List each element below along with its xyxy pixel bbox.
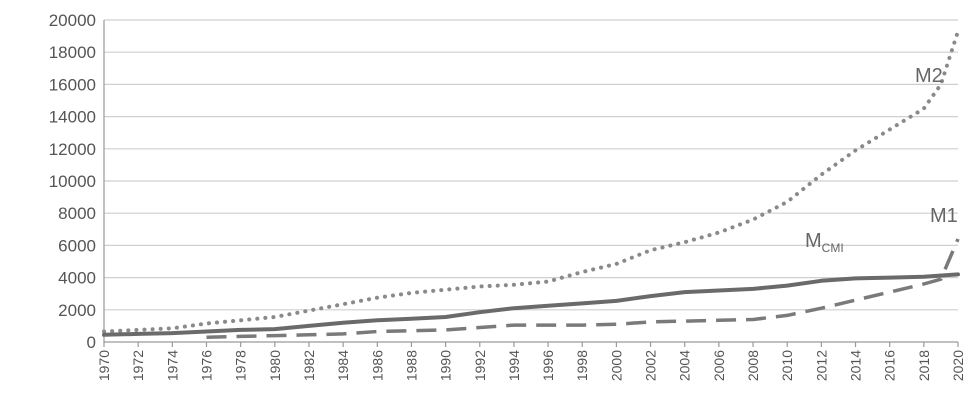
- x-tick-label: 2014: [848, 350, 864, 381]
- y-tick-label: 6000: [58, 236, 96, 255]
- x-tick-label: 1990: [438, 350, 454, 381]
- y-tick-label: 0: [87, 333, 96, 352]
- series-line-m1: [206, 238, 960, 339]
- x-tick-label: 1984: [335, 350, 351, 381]
- x-tick-label: 2008: [745, 350, 761, 381]
- x-tick-label: 1994: [506, 350, 522, 381]
- x-tick-label: 2000: [608, 350, 624, 381]
- series-label-sub: CMI: [822, 241, 844, 255]
- axes: [103, 20, 958, 343]
- series-labels: M2 MCMI M1: [805, 65, 958, 255]
- x-tick-label: 2004: [677, 350, 693, 381]
- x-axis-ticks: 1970 1972 1974 1976 1978 1980 1982 1984 1986 1988…: [96, 342, 966, 381]
- y-tick-label: 4000: [58, 269, 96, 288]
- series-label-m-cmi: MCMI: [805, 230, 844, 255]
- y-tick-label: 16000: [49, 75, 96, 94]
- x-tick-label: 1988: [403, 350, 419, 381]
- x-tick-label: 1982: [301, 350, 317, 381]
- x-tick-label: 2020: [950, 350, 966, 381]
- y-tick-label: 10000: [49, 172, 96, 191]
- y-tick-label: 8000: [58, 204, 96, 223]
- x-tick-label: 1978: [233, 350, 249, 381]
- x-tick-label: 2006: [711, 350, 727, 381]
- series-label-m2: M2: [915, 65, 943, 87]
- x-tick-label: 1996: [540, 350, 556, 381]
- series-label-m1: M1: [930, 205, 958, 227]
- x-tick-label: 2012: [813, 350, 829, 381]
- x-tick-label: 2018: [916, 350, 932, 381]
- y-axis-ticks: 0 2000 4000 6000 8000 10000 12000 14000 16000 180…: [49, 11, 96, 352]
- x-tick-label: 1998: [574, 350, 590, 381]
- series-line-m2: [102, 29, 960, 334]
- x-tick-label: 1972: [130, 350, 146, 381]
- x-tick-label: 1974: [164, 350, 180, 381]
- x-tick-label: 2002: [643, 350, 659, 381]
- grid-lines: [104, 19, 958, 311]
- series-label-main: M: [805, 230, 822, 252]
- x-tick-label: 1976: [198, 350, 214, 381]
- x-tick-label: 1980: [267, 350, 283, 381]
- series-lines: [102, 29, 960, 339]
- y-tick-label: 12000: [49, 140, 96, 159]
- y-tick-label: 18000: [49, 43, 96, 62]
- y-tick-label: 14000: [49, 108, 96, 127]
- x-tick-label: 1970: [96, 350, 112, 381]
- x-tick-label: 2016: [882, 350, 898, 381]
- series-label-main: M1: [930, 205, 958, 227]
- y-tick-label: 20000: [49, 11, 96, 30]
- x-tick-label: 1992: [472, 350, 488, 381]
- y-tick-label: 2000: [58, 301, 96, 320]
- series-line-m-cmi: [102, 272, 960, 337]
- series-label-main: M2: [915, 65, 943, 87]
- x-tick-label: 2010: [779, 350, 795, 381]
- x-tick-label: 1986: [369, 350, 385, 381]
